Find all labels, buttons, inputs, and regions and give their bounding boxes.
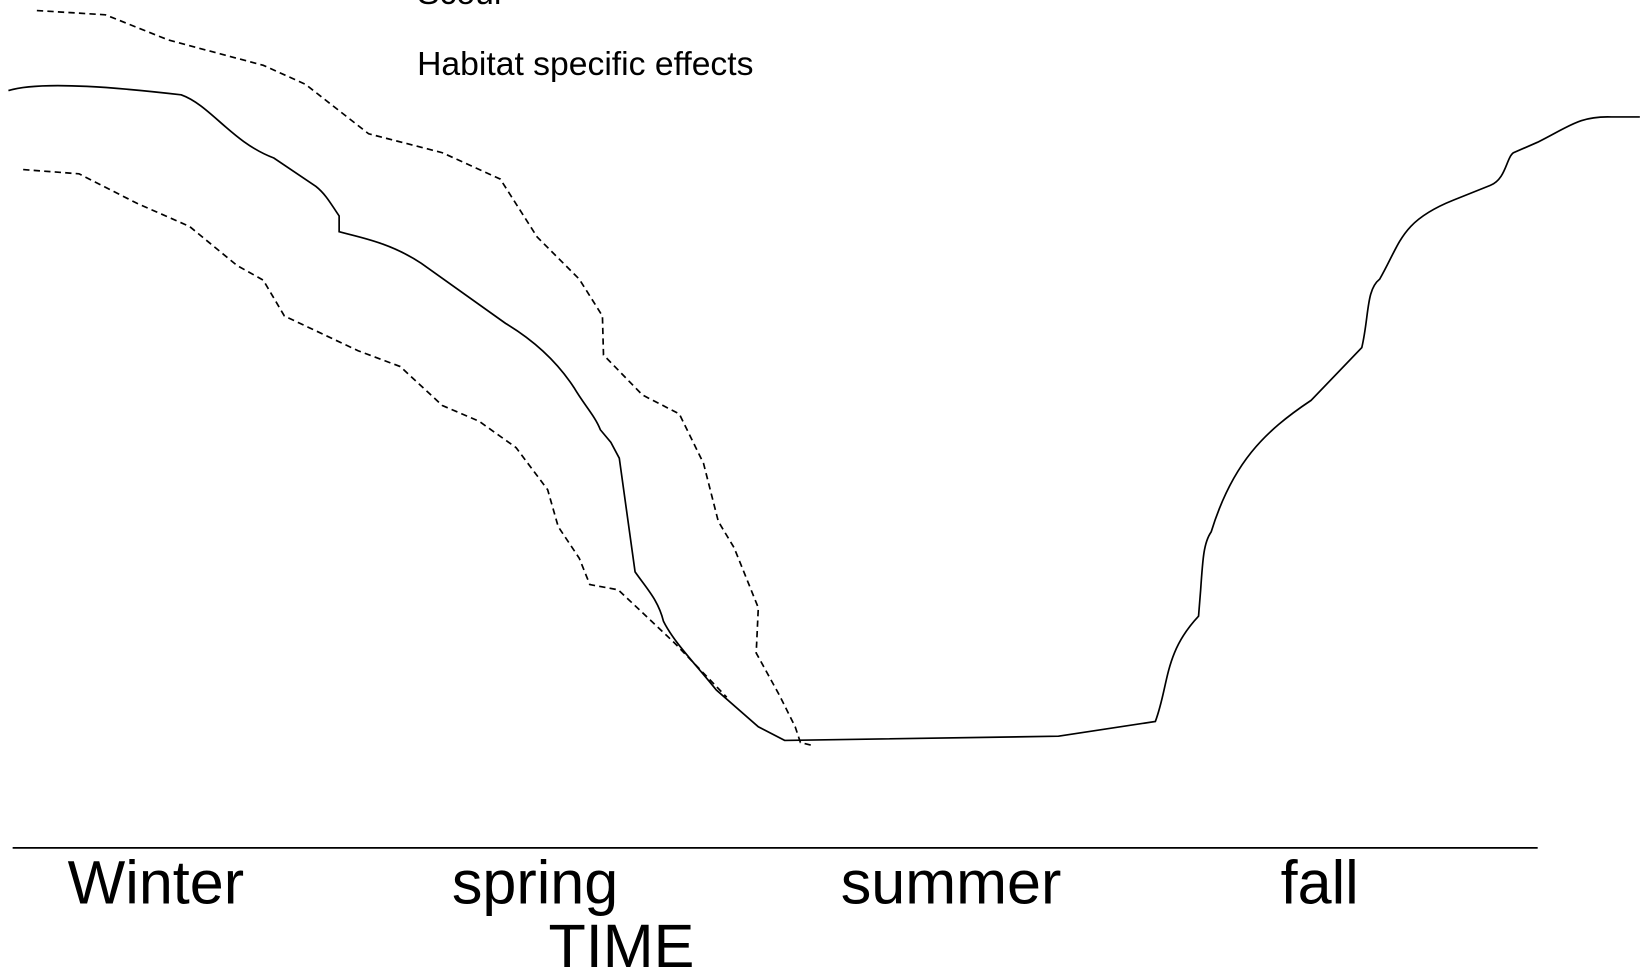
axis-label: TIME xyxy=(548,912,694,969)
scour-lower-curve xyxy=(23,168,728,698)
season-label: Winter xyxy=(68,849,244,917)
habitat-curve xyxy=(8,84,1640,742)
season-label: fall xyxy=(1281,849,1359,917)
scour-upper-curve xyxy=(36,9,814,747)
season-label: spring xyxy=(452,849,618,917)
legend-label: Scour xyxy=(417,0,505,12)
legend-label: Habitat specific effects xyxy=(417,45,753,83)
season-label: summer xyxy=(841,849,1062,917)
